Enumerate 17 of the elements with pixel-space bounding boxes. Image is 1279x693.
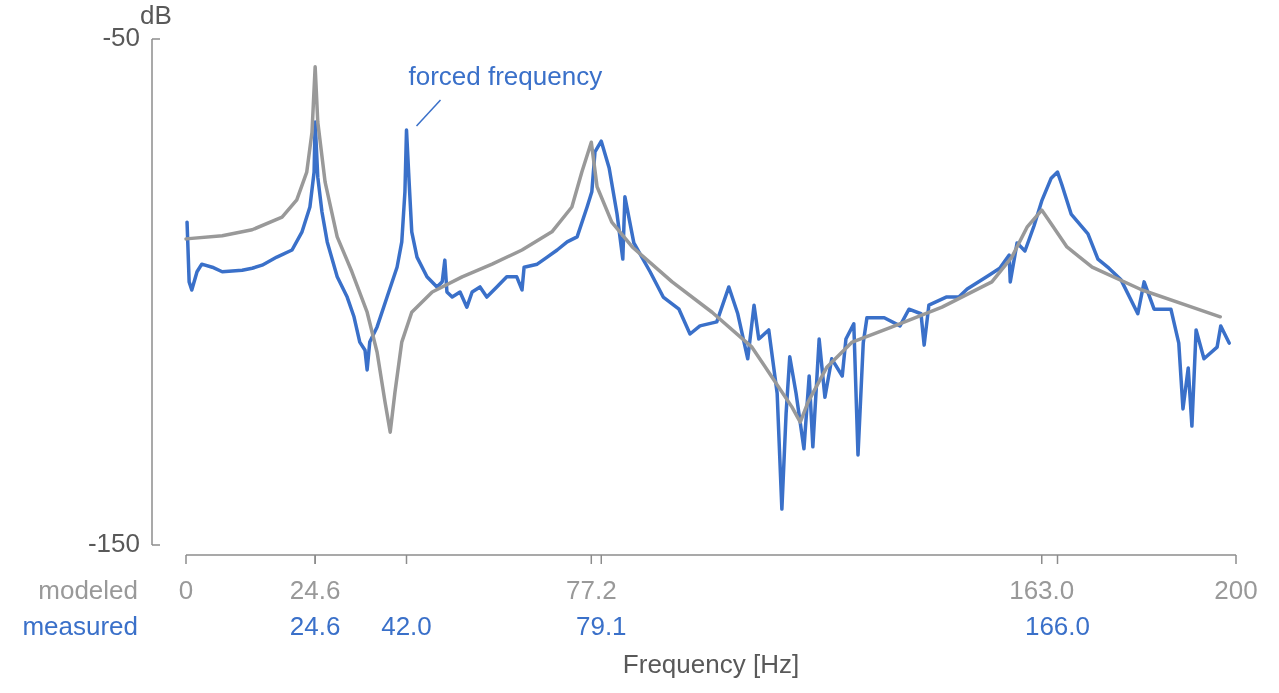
x-tick-label: 24.6 bbox=[289, 574, 341, 605]
line-series bbox=[184, 65, 1222, 434]
annotation: forced frequency bbox=[408, 60, 603, 91]
x-tick-label: 163.0 bbox=[1009, 574, 1075, 605]
y-axis-title: dB bbox=[140, 0, 172, 30]
y-tick-label: -150 bbox=[87, 527, 140, 558]
text: measured bbox=[22, 610, 138, 641]
x-tick-label: 0 bbox=[178, 574, 194, 605]
x2-tick-label: 166.0 bbox=[1024, 610, 1091, 641]
x-tick-label: 77.2 bbox=[566, 574, 617, 605]
text: modeled bbox=[38, 574, 138, 605]
x2-tick-label: 79.1 bbox=[575, 610, 627, 641]
x-tick-label: 200 bbox=[1214, 574, 1258, 605]
x2-tick-label: 42.0 bbox=[381, 610, 432, 641]
y-tick-label: -50 bbox=[102, 21, 140, 52]
x2-tick-label: 24.6 bbox=[289, 610, 341, 641]
x-axis-title: Frequency [Hz] bbox=[622, 648, 800, 679]
